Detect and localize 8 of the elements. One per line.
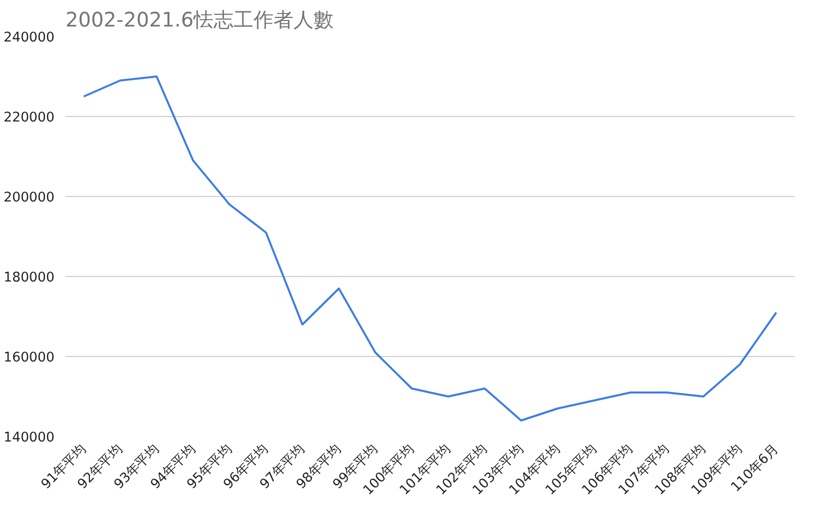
y-tick-label: 140000 (4, 430, 55, 446)
y-tick-label: 160000 (4, 350, 55, 366)
y-tick-label: 200000 (4, 190, 55, 206)
line-series (82, 76, 778, 422)
y-tick-label: 180000 (4, 270, 55, 286)
y-tick-label: 240000 (4, 30, 55, 46)
y-tick-label: 220000 (4, 110, 55, 126)
chart-title: 2002-2021.6怯志工作者人數 (66, 8, 334, 32)
